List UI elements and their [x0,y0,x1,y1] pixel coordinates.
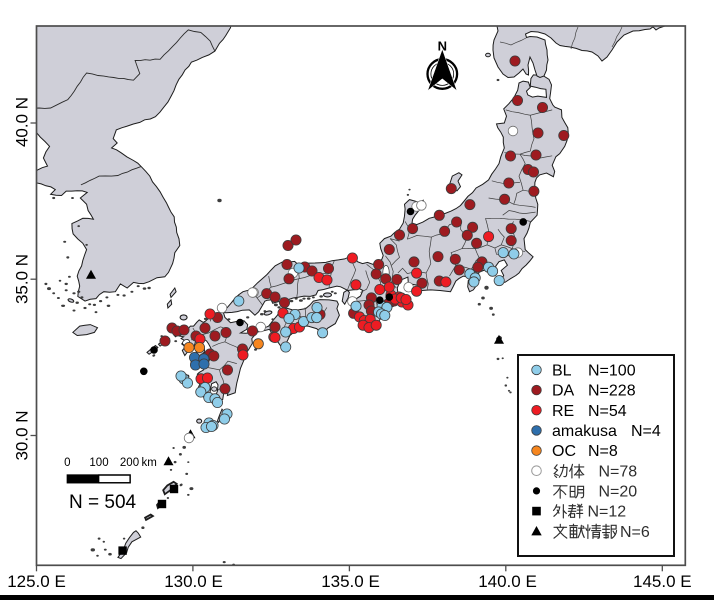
svg-text:N=12: N=12 [588,504,627,521]
svg-text:100: 100 [89,457,108,469]
svg-text:RE: RE [552,403,574,420]
svg-text:N=228: N=228 [588,383,636,400]
svg-text:N=20: N=20 [599,484,638,501]
svg-text:130.0 E: 130.0 E [164,572,223,591]
svg-text:125.0 E: 125.0 E [7,572,66,591]
svg-text:km: km [142,457,157,469]
svg-text:200: 200 [120,457,139,469]
svg-text:145.0 E: 145.0 E [633,572,692,591]
svg-text:N=54: N=54 [588,403,627,420]
svg-text:140.0 E: 140.0 E [478,572,537,591]
svg-text:40.0 N: 40.0 N [13,97,32,147]
svg-text:DA: DA [552,383,575,400]
svg-text:OC: OC [552,443,576,460]
svg-text:BL: BL [552,363,572,380]
svg-text:N=100: N=100 [588,363,636,380]
svg-text:30.0 N: 30.0 N [13,410,32,460]
svg-text:amakusa: amakusa [552,423,617,440]
svg-text:0: 0 [64,457,70,469]
svg-text:35.0 N: 35.0 N [13,254,32,304]
svg-text:N=78: N=78 [599,463,638,480]
svg-text:N=4: N=4 [631,423,661,440]
svg-text:135.0 E: 135.0 E [321,572,380,591]
svg-text:N=8: N=8 [588,443,618,460]
svg-text:N: N [438,39,447,54]
svg-text:N=6: N=6 [620,524,650,541]
svg-text:N = 504: N = 504 [69,492,137,513]
